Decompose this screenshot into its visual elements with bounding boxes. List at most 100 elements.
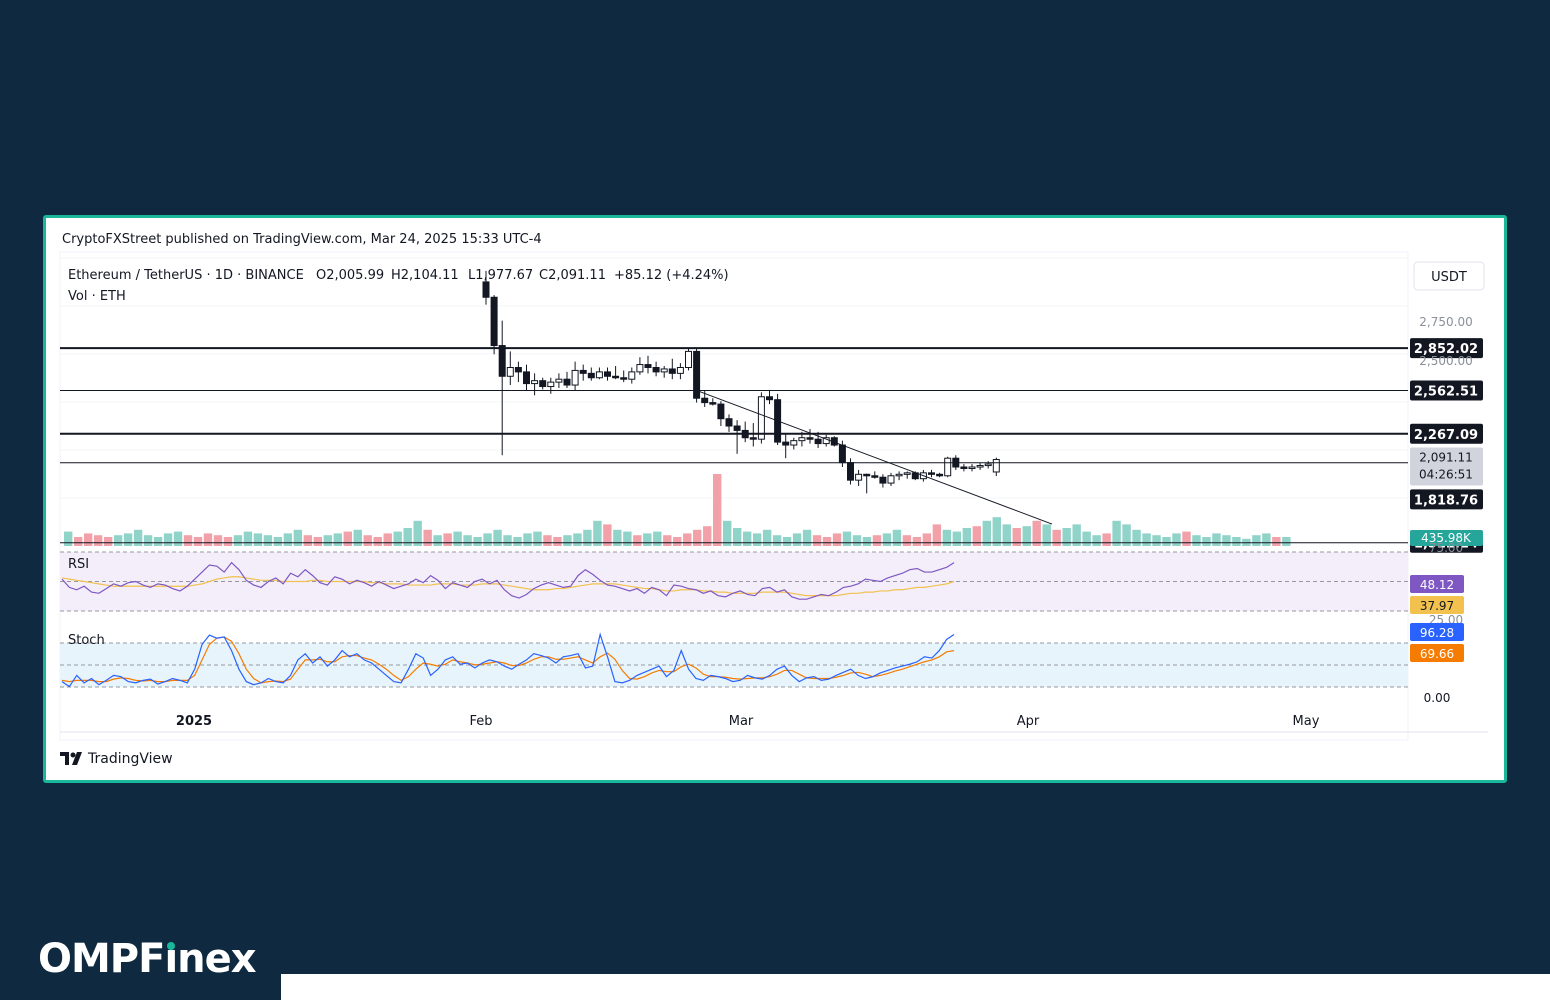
candle-body [725,418,733,427]
volume-bar [253,533,263,546]
stoch-d-line [61,636,955,684]
volume-bar [922,533,932,546]
volume-bar [193,537,203,546]
volume-bar [1282,537,1291,546]
brand-text-a: OMPF [38,936,165,982]
volume-bar [303,535,313,546]
volume-bar [333,533,342,546]
last-price-label: 2,091.11 [1419,451,1472,465]
level-label: 2,562.51 [1414,385,1478,400]
rsi-value: 48.12 [1420,578,1454,592]
brand-text-c: nex [177,936,256,982]
volume-bar [603,524,612,546]
ohlc-high: H2,104.11 [391,268,459,283]
volume-bar [683,533,692,546]
volume-bar [123,533,133,546]
volume-bar [1262,533,1271,546]
volume-bar [493,529,502,546]
volume-bar [593,520,602,546]
volume-bar [453,531,462,546]
candle-body [895,473,903,477]
volume-bar [613,529,622,546]
volume-bar [353,529,362,546]
volume-bar [812,535,822,546]
volume-bar [1032,520,1041,546]
candle-body [490,296,498,347]
candle-body [523,371,530,385]
candle-body [976,465,984,468]
volume-bar [1252,535,1261,546]
brand-logo: OMPFınex [38,936,257,982]
brand-text-b: ı [164,936,178,982]
level-label: 2,852.02 [1414,342,1478,357]
candle-body [644,364,652,368]
candle-body [782,441,790,446]
volume-bar [243,531,253,546]
volume-bar [982,520,991,546]
footer-strip [281,974,1550,1000]
candle-body [960,466,968,469]
volume-bar [1102,533,1111,546]
level-tag [1410,380,1483,401]
x-tick-label: May [1293,714,1320,729]
stoch-k-line [61,632,955,688]
volume-bar [713,474,722,546]
candle-body [555,378,563,383]
candle-body [887,475,895,484]
volume-bar [473,537,482,546]
volume-tag [1410,530,1483,546]
rsi-tag [1410,575,1464,593]
candle-body [531,380,539,385]
candle-body [838,444,846,464]
rsi-tick: 75.00 [1429,541,1463,555]
rsi-line [61,561,955,600]
volume-bar [902,535,912,546]
trendline [693,388,1053,525]
volume-bar [1042,524,1051,546]
volume-bar [563,535,572,546]
stoch-title: Stoch [68,633,105,648]
candle-body [571,369,579,386]
volume-bar [1272,537,1281,546]
volume-bar [443,533,452,546]
level-label: 2,267.09 [1414,428,1478,443]
volume-bar [852,535,862,546]
tradingview-logo[interactable]: TradingView [60,751,173,767]
volume-bar [313,537,323,546]
candle-body [814,438,822,445]
volume-bar [1082,531,1091,546]
volume-bar [143,535,153,546]
candle-body [733,425,741,431]
candle-body [676,366,684,374]
candle-body [547,381,555,388]
candle-body [709,402,717,405]
chart-canvas[interactable]: 2,852.022,562.512,267.092,069.011,818.76… [46,218,1498,774]
ohlc-change: +85.12 (+4.24%) [614,268,729,283]
volume-bar [832,533,842,546]
x-tick-label: Apr [1017,714,1040,729]
volume-bar [1192,535,1201,546]
volume-bar [183,535,193,546]
volume-bar [772,535,782,546]
candle-body [968,466,976,469]
volume-bar [792,533,802,546]
countdown-label: 04:26:51 [1419,468,1473,482]
rsi-title: RSI [68,557,89,572]
level-tag [1410,489,1483,510]
x-tick-label: Feb [469,714,492,729]
volume-bar [523,533,532,546]
volume-bar [93,535,103,546]
volume-bar [173,531,183,546]
volume-bar [723,520,732,546]
candle-body [482,281,490,298]
level-label: 1,818.76 [1414,493,1478,508]
volume-bar [83,533,93,546]
candle-body [871,475,879,478]
volume-bar [413,520,422,546]
candle-body [944,457,952,477]
stoch-d-value: 69.66 [1420,647,1454,661]
level-tag [1410,338,1483,359]
volume-bar [163,533,173,546]
volume-bar [283,533,293,546]
volume-bar [802,529,812,546]
